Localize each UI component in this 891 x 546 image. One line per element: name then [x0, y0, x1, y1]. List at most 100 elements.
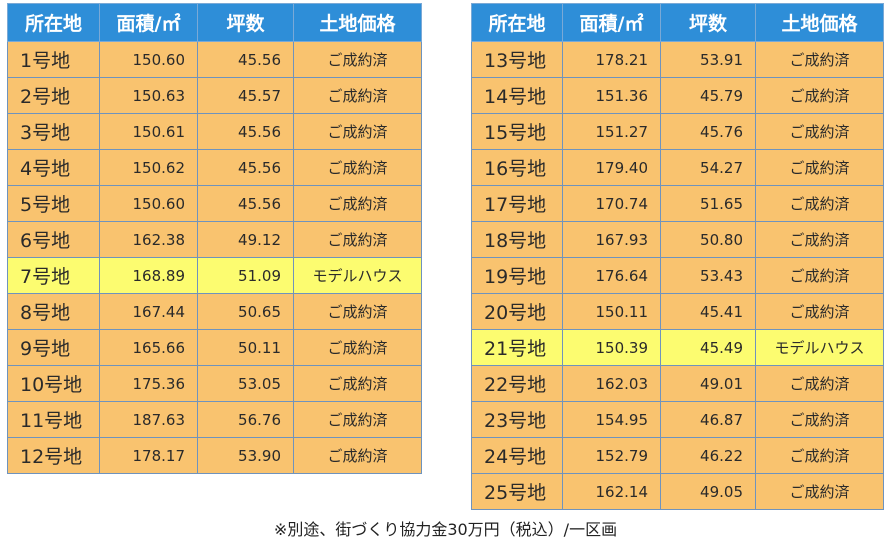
price-cell: ご成約済: [755, 221, 884, 258]
table-row: 20号地 150.11 45.41 ご成約済: [471, 293, 884, 330]
table-row: 16号地 179.40 54.27 ご成約済: [471, 149, 884, 186]
tsubo-cell: 46.87: [660, 401, 756, 438]
lot-cell: 25号地: [471, 473, 563, 510]
header-price: 土地価格: [293, 3, 422, 42]
tsubo-cell: 49.01: [660, 365, 756, 402]
lot-cell: 22号地: [471, 365, 563, 402]
area-cell: 150.60: [99, 41, 198, 78]
table-row: 13号地 178.21 53.91 ご成約済: [471, 41, 884, 78]
price-cell: ご成約済: [293, 149, 422, 186]
table-row: 14号地 151.36 45.79 ご成約済: [471, 77, 884, 114]
area-cell: 150.61: [99, 113, 198, 150]
area-cell: 187.63: [99, 401, 198, 438]
tsubo-cell: 49.05: [660, 473, 756, 510]
tsubo-cell: 53.43: [660, 257, 756, 294]
price-cell: ご成約済: [293, 401, 422, 438]
header-row: 所在地 面積/㎡ 坪数 土地価格: [7, 3, 422, 42]
table-row: 12号地 178.17 53.90 ご成約済: [7, 437, 422, 474]
lot-table-left: 所在地 面積/㎡ 坪数 土地価格 1号地 150.60 45.56 ご成約済 2号地 15…: [7, 3, 422, 474]
price-cell: ご成約済: [755, 257, 884, 294]
tsubo-cell: 45.41: [660, 293, 756, 330]
price-cell: ご成約済: [755, 41, 884, 78]
table-row: 23号地 154.95 46.87 ご成約済: [471, 401, 884, 438]
lot-cell: 24号地: [471, 437, 563, 474]
tsubo-cell: 53.91: [660, 41, 756, 78]
lot-cell: 19号地: [471, 257, 563, 294]
area-cell: 178.21: [562, 41, 661, 78]
tsubo-cell: 49.12: [197, 221, 294, 258]
lot-cell: 9号地: [7, 329, 100, 366]
price-cell: ご成約済: [293, 113, 422, 150]
lot-cell: 8号地: [7, 293, 100, 330]
area-cell: 162.38: [99, 221, 198, 258]
footnote: ※別途、街づくり協力金30万円（税込）/一区画: [273, 520, 618, 539]
header-area: 面積/㎡: [99, 3, 198, 42]
lot-cell: 16号地: [471, 149, 563, 186]
price-cell: ご成約済: [755, 437, 884, 474]
lot-cell: 21号地: [471, 329, 563, 366]
tsubo-cell: 45.56: [197, 185, 294, 222]
price-cell: ご成約済: [293, 221, 422, 258]
area-cell: 150.60: [99, 185, 198, 222]
lot-cell: 23号地: [471, 401, 563, 438]
tsubo-cell: 50.65: [197, 293, 294, 330]
lot-cell: 11号地: [7, 401, 100, 438]
price-cell: ご成約済: [755, 293, 884, 330]
area-cell: 168.89: [99, 257, 198, 294]
tsubo-cell: 53.05: [197, 365, 294, 402]
lot-cell: 5号地: [7, 185, 100, 222]
lot-cell: 13号地: [471, 41, 563, 78]
area-cell: 167.44: [99, 293, 198, 330]
table-row: 15号地 151.27 45.76 ご成約済: [471, 113, 884, 150]
price-cell: ご成約済: [293, 437, 422, 474]
table-row: 9号地 165.66 50.11 ご成約済: [7, 329, 422, 366]
table-row: 2号地 150.63 45.57 ご成約済: [7, 77, 422, 114]
tsubo-cell: 56.76: [197, 401, 294, 438]
table-row: 11号地 187.63 56.76 ご成約済: [7, 401, 422, 438]
tsubo-cell: 50.80: [660, 221, 756, 258]
area-cell: 151.36: [562, 77, 661, 114]
area-cell: 162.14: [562, 473, 661, 510]
lot-table-right: 所在地 面積/㎡ 坪数 土地価格 13号地 178.21 53.91 ご成約済 14号地…: [471, 3, 884, 510]
price-cell: ご成約済: [755, 185, 884, 222]
table-row: 5号地 150.60 45.56 ご成約済: [7, 185, 422, 222]
tsubo-cell: 45.56: [197, 149, 294, 186]
price-cell: ご成約済: [293, 365, 422, 402]
area-cell: 151.27: [562, 113, 661, 150]
header-price: 土地価格: [755, 3, 884, 42]
price-cell: ご成約済: [293, 185, 422, 222]
table-row: 4号地 150.62 45.56 ご成約済: [7, 149, 422, 186]
area-cell: 176.64: [562, 257, 661, 294]
tsubo-cell: 45.57: [197, 77, 294, 114]
header-location: 所在地: [7, 3, 100, 42]
area-cell: 162.03: [562, 365, 661, 402]
table-row: 6号地 162.38 49.12 ご成約済: [7, 221, 422, 258]
lot-cell: 18号地: [471, 221, 563, 258]
header-area: 面積/㎡: [562, 3, 661, 42]
area-cell: 150.39: [562, 329, 661, 366]
lot-cell: 15号地: [471, 113, 563, 150]
area-cell: 170.74: [562, 185, 661, 222]
tsubo-cell: 50.11: [197, 329, 294, 366]
area-cell: 175.36: [99, 365, 198, 402]
lot-table-right-body: 13号地 178.21 53.91 ご成約済 14号地 151.36 45.79 ご成約済 15…: [471, 41, 884, 510]
table-row: 24号地 152.79 46.22 ご成約済: [471, 437, 884, 474]
table-row: 19号地 176.64 53.43 ご成約済: [471, 257, 884, 294]
price-cell: ご成約済: [293, 329, 422, 366]
area-cell: 179.40: [562, 149, 661, 186]
tsubo-cell: 45.79: [660, 77, 756, 114]
table-row: 8号地 167.44 50.65 ご成約済: [7, 293, 422, 330]
table-row: 21号地 150.39 45.49 モデルハウス: [471, 329, 884, 366]
price-cell: ご成約済: [755, 365, 884, 402]
tsubo-cell: 51.65: [660, 185, 756, 222]
tsubo-cell: 54.27: [660, 149, 756, 186]
price-cell: ご成約済: [293, 77, 422, 114]
header-tsubo: 坪数: [660, 3, 756, 42]
price-cell: ご成約済: [755, 113, 884, 150]
area-cell: 165.66: [99, 329, 198, 366]
area-cell: 167.93: [562, 221, 661, 258]
tsubo-cell: 53.90: [197, 437, 294, 474]
lot-cell: 2号地: [7, 77, 100, 114]
tsubo-cell: 45.56: [197, 41, 294, 78]
lot-cell: 10号地: [7, 365, 100, 402]
